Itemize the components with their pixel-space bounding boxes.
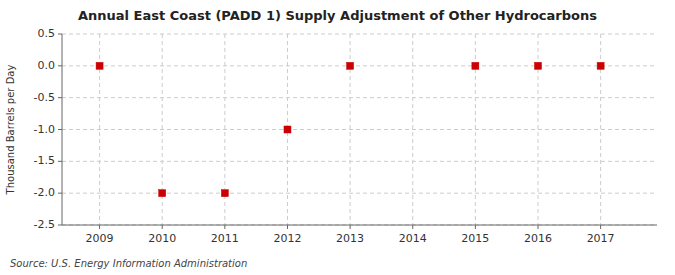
- tick-mark: [58, 97, 62, 98]
- tick-label: 2009: [86, 232, 114, 245]
- grid-line: [62, 129, 657, 130]
- tick-mark: [58, 161, 62, 162]
- point: [284, 126, 291, 133]
- grid-line: [62, 97, 657, 98]
- tick-mark: [475, 225, 476, 229]
- chart: 0.5 0.0 -0.5 -1.0 -1.5 -2.0 -2.5 2009 2010 2011 20…: [0, 0, 675, 275]
- tick-label: 2011: [211, 232, 239, 245]
- point: [96, 62, 103, 69]
- tick-mark: [600, 225, 601, 229]
- grid-line: [62, 65, 657, 66]
- point: [159, 190, 166, 197]
- tick-label: -0.5: [34, 91, 55, 104]
- tick-mark: [162, 225, 163, 229]
- grid-line: [62, 225, 657, 226]
- x-axis-line: [62, 225, 657, 226]
- tick-mark: [58, 65, 62, 66]
- tick-label: -1.5: [34, 154, 55, 167]
- tick-mark: [287, 225, 288, 229]
- tick-label: 2010: [148, 232, 176, 245]
- axes: 0.5 0.0 -0.5 -1.0 -1.5 -2.0 -2.5 2009 2010 2011 20…: [34, 27, 657, 245]
- tick-label: -1.0: [34, 123, 55, 136]
- tick-label: -2.5: [34, 218, 55, 231]
- tick-mark: [58, 129, 62, 130]
- tick-mark: [412, 225, 413, 229]
- tick-mark: [538, 225, 539, 229]
- tick-label: -2.0: [34, 186, 55, 199]
- grid-line: [62, 193, 657, 194]
- grid-line: [62, 34, 657, 35]
- title: Annual East Coast (PADD 1) Supply Adjust…: [78, 8, 597, 23]
- y-axis-line: [62, 34, 63, 225]
- tick-label: 2012: [273, 232, 301, 245]
- grid-line: [62, 161, 657, 162]
- point: [221, 190, 228, 197]
- tick-mark: [58, 225, 62, 226]
- tick-mark: [58, 193, 62, 194]
- tick-mark: [224, 225, 225, 229]
- tick-label: 2015: [461, 232, 489, 245]
- tick-mark: [99, 225, 100, 229]
- annotation: Source: U.S. Energy Information Administ…: [10, 258, 247, 269]
- grid-line: [412, 34, 413, 225]
- tick-label: 2013: [336, 232, 364, 245]
- point: [597, 62, 604, 69]
- tick-label: 2016: [524, 232, 552, 245]
- tick-label: 0.0: [38, 59, 56, 72]
- tick-mark: [350, 225, 351, 229]
- point: [472, 62, 479, 69]
- tick-label: 0.5: [38, 27, 56, 40]
- tick-mark: [58, 34, 62, 35]
- y-axis-label: Thousand Barrels per Day: [5, 65, 16, 196]
- point: [535, 62, 542, 69]
- points: [96, 62, 604, 196]
- tick-label: 2017: [587, 232, 615, 245]
- tick-label: 2014: [399, 232, 427, 245]
- grid: [62, 34, 657, 225]
- point: [347, 62, 354, 69]
